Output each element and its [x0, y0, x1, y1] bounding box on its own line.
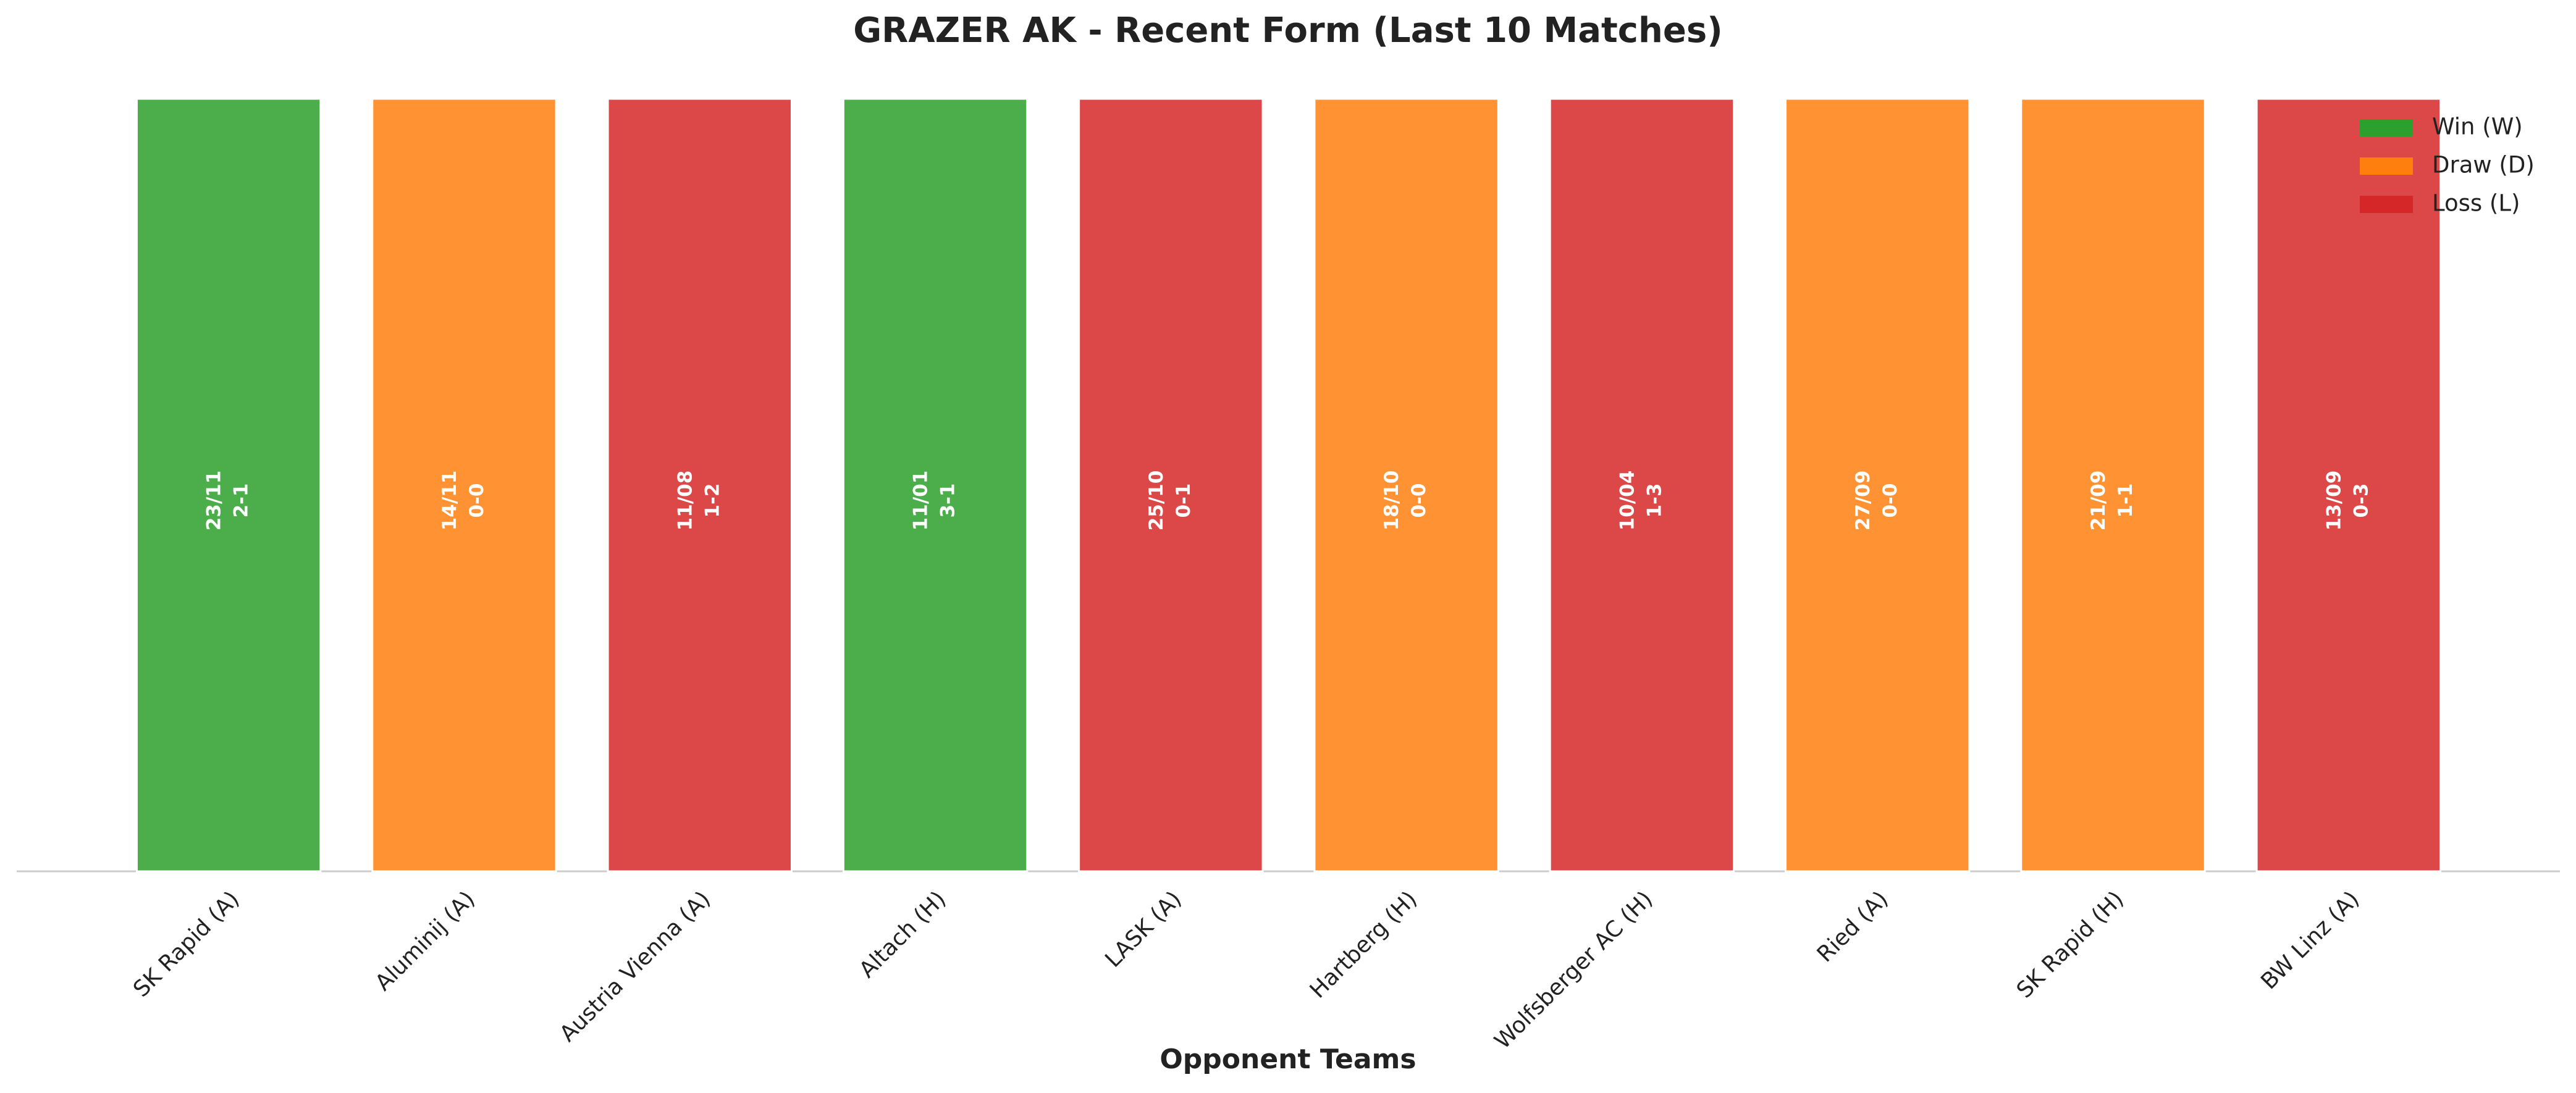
bar [1785, 98, 1971, 873]
legend-label: Win (W) [2432, 114, 2523, 140]
x-tick-label: Ried (A) [1812, 886, 1893, 967]
x-tick-label: Austria Vienna (A) [555, 886, 715, 1047]
bar-date-label: 10/04 [1616, 471, 1638, 531]
bar [2020, 98, 2206, 873]
bar-score-label: 2-1 [230, 483, 253, 517]
bar-date-label: 11/01 [910, 471, 932, 531]
bar-date-label: 23/11 [203, 471, 225, 531]
x-tick-label: Hartberg (H) [1305, 886, 1422, 1003]
bar-date-label: 21/09 [2087, 471, 2110, 531]
x-tick-label: Aluminij (A) [371, 886, 480, 995]
x-tick-label: SK Rapid (H) [2012, 886, 2129, 1003]
bar-date-label: 13/09 [2323, 471, 2345, 531]
bar [607, 98, 793, 873]
bar-score-label: 0-1 [1172, 483, 1195, 517]
bar [1078, 98, 1264, 873]
bar-score-label: 1-2 [701, 483, 723, 517]
bar [1549, 98, 1735, 873]
x-tick-label: Altach (H) [854, 886, 951, 982]
x-axis-label: Opponent Teams [1160, 1044, 1416, 1075]
bar-score-label: 0-3 [2350, 483, 2372, 517]
bar [371, 98, 557, 873]
bar-date-label: 11/08 [674, 471, 696, 531]
legend-swatch [2360, 157, 2413, 175]
bar-date-label: 25/10 [1145, 471, 1168, 531]
bar [842, 98, 1029, 873]
bar [135, 98, 322, 873]
legend-swatch [2360, 119, 2413, 136]
bar [2255, 98, 2442, 873]
bar-score-label: 1-3 [1643, 483, 1665, 517]
bar-score-label: 0-0 [1408, 483, 1430, 517]
legend-label: Draw (D) [2432, 152, 2535, 178]
bar-score-label: 0-0 [1879, 483, 1901, 517]
bar-date-label: 27/09 [1852, 471, 1874, 531]
chart-title: GRAZER AK - Recent Form (Last 10 Matches… [853, 10, 1723, 51]
bar-score-label: 0-0 [466, 483, 488, 517]
bar-score-label: 3-1 [937, 483, 959, 517]
bar-score-label: 1-1 [2115, 483, 2137, 517]
bar-date-label: 18/10 [1381, 471, 1403, 531]
bar [1313, 98, 1499, 873]
x-tick-label: SK Rapid (A) [128, 886, 244, 1002]
x-tick-label: BW Linz (A) [2256, 886, 2364, 994]
bar-date-label: 14/11 [439, 471, 461, 531]
x-tick-label: Wolfsberger AC (H) [1490, 886, 1658, 1054]
x-tick-label: LASK (A) [1100, 886, 1186, 972]
legend-label: Loss (L) [2432, 190, 2520, 217]
legend-swatch [2360, 196, 2413, 213]
